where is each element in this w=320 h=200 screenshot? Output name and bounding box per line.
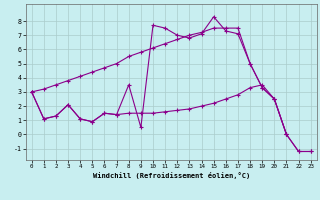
X-axis label: Windchill (Refroidissement éolien,°C): Windchill (Refroidissement éolien,°C) [92, 172, 250, 179]
